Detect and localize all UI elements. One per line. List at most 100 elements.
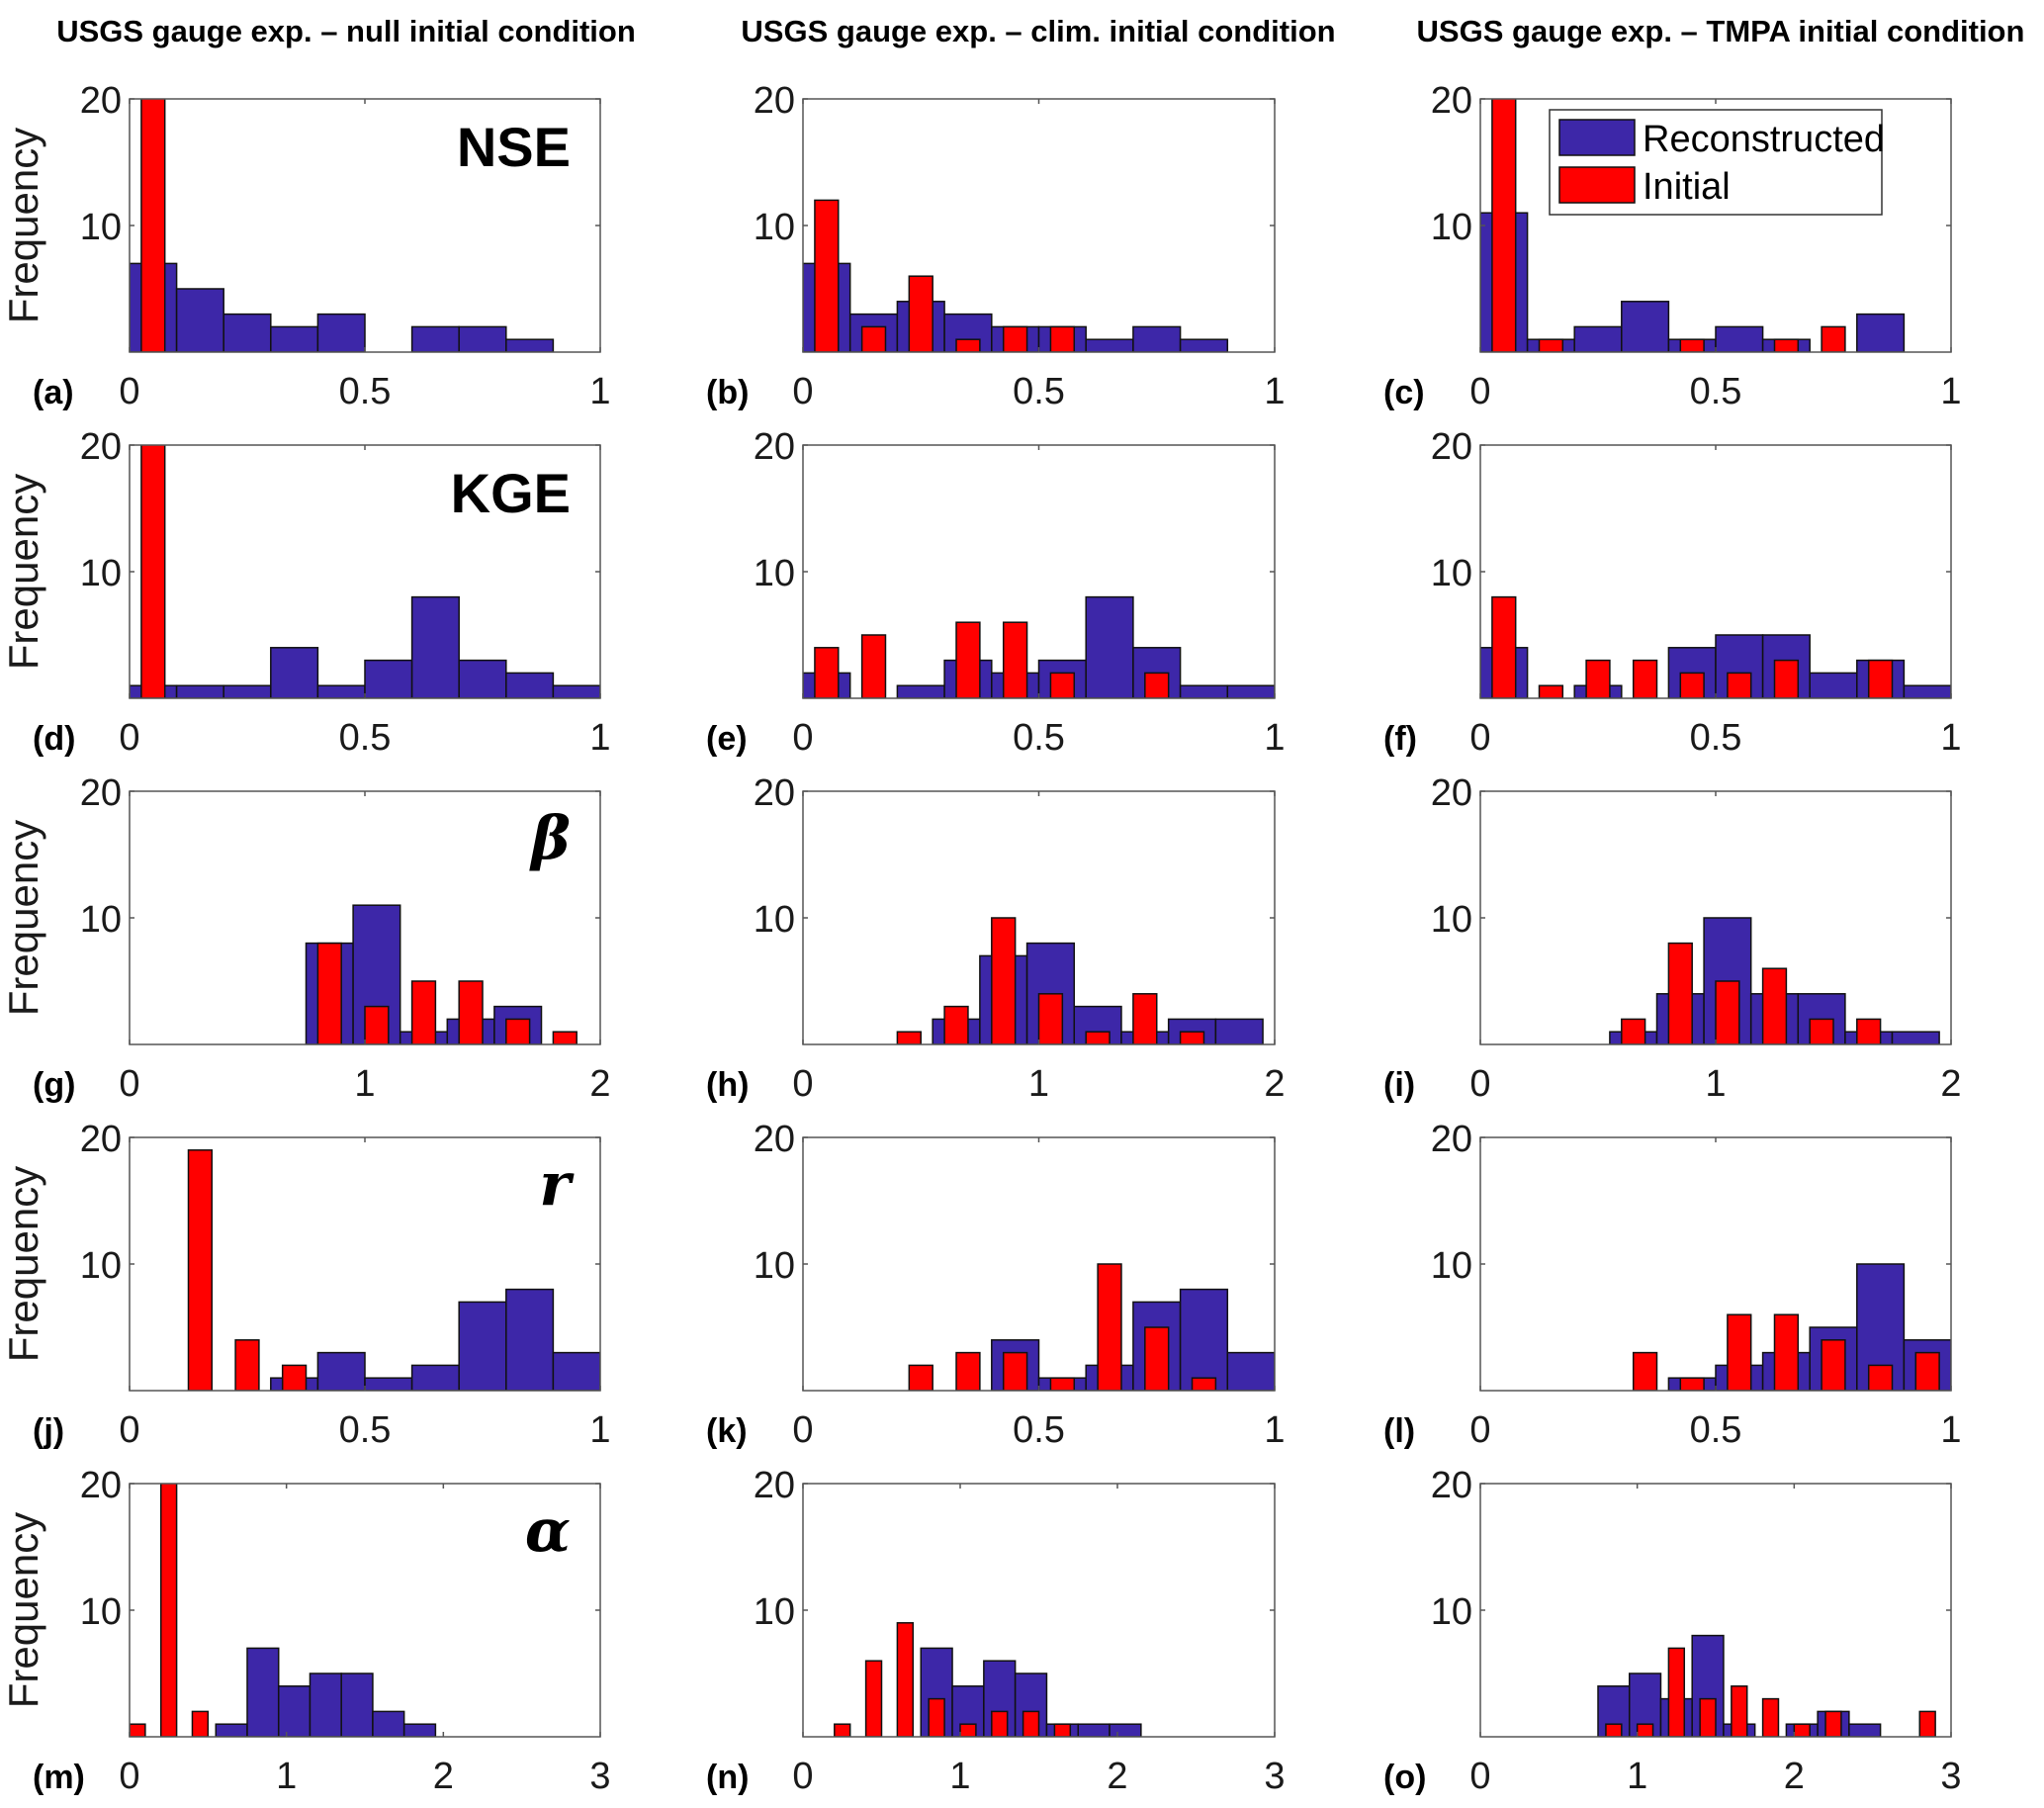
reconstructed-bar bbox=[1179, 338, 1229, 352]
y-tick-label: 20 bbox=[80, 772, 122, 814]
reconstructed-bar bbox=[1809, 672, 1858, 698]
panel-letter: (m) bbox=[33, 1759, 85, 1796]
initial-bar bbox=[1538, 684, 1564, 698]
initial-bar bbox=[1667, 1647, 1686, 1737]
x-tick-label: 1 bbox=[354, 1063, 375, 1105]
y-tick-label: 10 bbox=[1431, 1245, 1472, 1287]
initial-bar bbox=[1053, 1723, 1072, 1737]
initial-bar bbox=[1049, 325, 1076, 352]
panel-letter: (h) bbox=[706, 1066, 749, 1104]
y-tick-label: 10 bbox=[1431, 1591, 1472, 1633]
initial-bar bbox=[860, 634, 887, 698]
x-tick-label: 1 bbox=[1264, 717, 1285, 759]
y-tick-label: 20 bbox=[1431, 80, 1472, 122]
panel-letter: (j) bbox=[33, 1412, 64, 1450]
x-tick-label: 0 bbox=[119, 1063, 139, 1105]
y-tick-label: 10 bbox=[80, 899, 122, 941]
initial-bar bbox=[234, 1339, 260, 1391]
reconstructed-bar bbox=[316, 684, 366, 698]
reconstructed-bar bbox=[1109, 1723, 1142, 1737]
column-titles: USGS gauge exp. – null initial condition… bbox=[56, 14, 2024, 48]
reconstructed-bar bbox=[1573, 325, 1623, 352]
x-tick-label: 0 bbox=[119, 717, 139, 759]
x-tick-label: 1 bbox=[949, 1756, 970, 1797]
initial-bar bbox=[1144, 1326, 1170, 1391]
metric-label: β bbox=[529, 804, 571, 873]
panel-o: 10 20 0 1 2 3 (o) bbox=[1383, 1465, 1962, 1797]
reconstructed-bar bbox=[458, 659, 507, 698]
initial-bar bbox=[1918, 1710, 1936, 1737]
reconstructed-bar bbox=[215, 1723, 248, 1737]
x-tick-label: 1 bbox=[589, 371, 610, 412]
reconstructed-bar bbox=[309, 1672, 342, 1737]
reconstructed-bar bbox=[270, 325, 319, 352]
initial-bar bbox=[1037, 993, 1064, 1044]
y-tick-label: 20 bbox=[80, 80, 122, 122]
panel-letter: (k) bbox=[706, 1412, 748, 1450]
x-tick-label: 0.5 bbox=[1013, 1409, 1065, 1451]
panel-h: 10 20 0 1 2 (h) bbox=[706, 772, 1286, 1105]
initial-bar bbox=[316, 942, 342, 1044]
y-tick-label: 10 bbox=[754, 1245, 795, 1287]
reconstructed-bar bbox=[410, 595, 460, 698]
initial-bar bbox=[1773, 1313, 1800, 1391]
y-tick-label: 10 bbox=[80, 1591, 122, 1633]
reconstructed-bar bbox=[458, 325, 507, 352]
reconstructed-bar bbox=[175, 288, 224, 352]
reconstructed-bar bbox=[1226, 1351, 1275, 1391]
reconstructed-bar bbox=[552, 684, 600, 698]
x-tick-label: 2 bbox=[589, 1063, 610, 1105]
reconstructed-bar bbox=[1903, 684, 1951, 698]
legend-swatch-reconstructed bbox=[1558, 119, 1636, 156]
x-tick-label: 1 bbox=[589, 717, 610, 759]
y-tick-label: 20 bbox=[754, 426, 795, 468]
panel-letter: (b) bbox=[706, 374, 749, 411]
reconstructed-bar bbox=[896, 684, 945, 698]
x-tick-label: 1 bbox=[1627, 1756, 1647, 1797]
initial-bar bbox=[864, 1660, 883, 1737]
bars bbox=[834, 1622, 1142, 1737]
reconstructed-bar bbox=[410, 325, 460, 352]
y-tick-label: 20 bbox=[1431, 772, 1472, 814]
initial-bar bbox=[1867, 659, 1894, 698]
initial-bar bbox=[1144, 672, 1170, 698]
initial-bar bbox=[364, 1005, 390, 1044]
reconstructed-bar bbox=[1214, 1018, 1264, 1044]
initial-bar bbox=[814, 199, 840, 352]
reconstructed-bar bbox=[222, 684, 272, 698]
initial-bar bbox=[1856, 1018, 1882, 1044]
y-tick-label: 10 bbox=[754, 207, 795, 248]
initial-bar bbox=[1132, 993, 1158, 1044]
reconstructed-bar bbox=[175, 684, 224, 698]
initial-bar bbox=[834, 1723, 851, 1737]
initial-bar bbox=[1022, 1710, 1040, 1737]
initial-bar bbox=[955, 338, 981, 352]
panel-c: 10 20 0 0.5 1 (c) Reconstructed Initial bbox=[1383, 80, 1962, 412]
initial-bar bbox=[130, 1723, 146, 1737]
x-tick-label: 0 bbox=[792, 371, 813, 412]
reconstructed-bar bbox=[1085, 338, 1134, 352]
initial-bar bbox=[1085, 1031, 1111, 1044]
panel-i: 10 20 0 1 2 (i) bbox=[1383, 772, 1962, 1105]
reconstructed-bar bbox=[1077, 1723, 1111, 1737]
reconstructed-bar bbox=[246, 1647, 280, 1737]
reconstructed-bar bbox=[1132, 325, 1182, 352]
x-tick-label: 2 bbox=[433, 1756, 454, 1797]
panel-f: 10 20 0 0.5 1 (f) bbox=[1383, 426, 1962, 759]
x-tick-label: 1 bbox=[1940, 717, 1961, 759]
x-tick-label: 0.5 bbox=[1013, 371, 1065, 412]
initial-bar bbox=[281, 1364, 308, 1391]
reconstructed-bar bbox=[1226, 684, 1275, 698]
y-tick-label: 20 bbox=[1431, 426, 1472, 468]
x-tick-label: 0 bbox=[792, 717, 813, 759]
initial-bar bbox=[1773, 659, 1800, 698]
panel-n: 10 20 0 1 2 3 (n) bbox=[706, 1465, 1286, 1797]
panel-letter: (l) bbox=[1383, 1412, 1415, 1450]
bars bbox=[1632, 1263, 1951, 1391]
initial-bar bbox=[1809, 1018, 1834, 1044]
reconstructed-bar bbox=[222, 313, 272, 352]
x-tick-label: 3 bbox=[1264, 1756, 1285, 1797]
reconstructed-bar bbox=[1085, 595, 1134, 698]
reconstructed-bar bbox=[1856, 313, 1906, 352]
